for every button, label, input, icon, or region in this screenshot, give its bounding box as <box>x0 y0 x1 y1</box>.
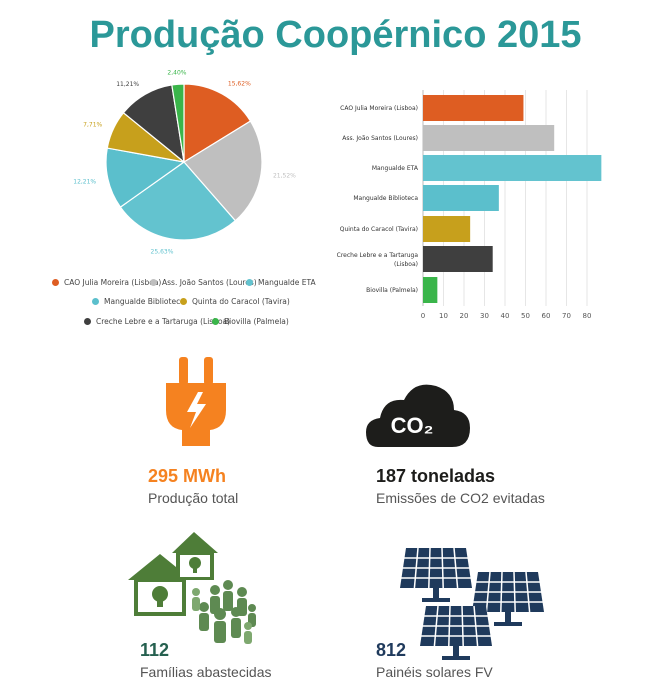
pie-slice <box>105 147 186 208</box>
bar-category-label: Quinta do Caracol (Tavira) <box>340 226 418 233</box>
pie-slice <box>183 83 252 164</box>
pie-legend-item: Creche Lebre e a Tartaruga (Lisboa) <box>84 317 230 326</box>
panel-grid-line <box>525 571 531 613</box>
legend-label: Quinta do Caracol (Tavira) <box>192 297 290 306</box>
panel-grid-line <box>513 571 516 613</box>
panel-grid-line <box>473 605 479 647</box>
panel-stand <box>453 646 459 658</box>
legend-swatch <box>212 318 219 325</box>
panel-grid-line <box>453 547 459 589</box>
legend-label: Ass. João Santos (Loures) <box>162 278 257 287</box>
stat-panels-value: 812 <box>376 640 407 660</box>
stat-co2-label: Emissões de CO2 evitadas <box>376 490 545 506</box>
panel-grid-line <box>448 605 451 647</box>
stat-co2-value: 187 toneladas <box>376 466 496 486</box>
solar-panels-icon <box>400 547 544 660</box>
pie-legend-item: Mangualde Biblioteca <box>92 297 185 306</box>
legend-label: Mangualde ETA <box>258 278 316 287</box>
bar <box>423 277 438 303</box>
pie-slice <box>171 83 185 163</box>
stat-production-value: 295 MWh <box>148 466 227 486</box>
bar-category-label: Mangualde ETA <box>372 165 419 172</box>
co2-cloud-icon: CO₂ <box>366 384 470 447</box>
bar <box>423 155 602 181</box>
legend-label: CAO Julia Moreira (Lisboa) <box>64 278 162 287</box>
pie-value-label: 12,21% <box>73 179 96 186</box>
bar-category-label-cont: (Lisboa) <box>394 261 418 268</box>
pie-value-label: 25,63% <box>151 248 174 255</box>
page-title: Produção Coopérnico 2015 <box>89 14 582 56</box>
bar-tick-label: 20 <box>460 312 469 320</box>
stat-families-value: 112 <box>140 640 170 660</box>
bar <box>423 216 471 242</box>
bar-category-label: Creche Lebre e a Tartaruga <box>337 252 419 259</box>
stat-panels-label: Painéis solares FV <box>376 664 493 680</box>
bar <box>423 125 555 151</box>
co2-icon-text: CO₂ <box>391 413 434 438</box>
panel-grid-line <box>500 571 503 613</box>
panel-grid-line <box>485 571 491 613</box>
bar-tick-label: 10 <box>439 312 448 320</box>
panel-base <box>442 656 470 660</box>
panel-grid-line <box>433 605 439 647</box>
pie-legend-item: Ass. João Santos (Loures) <box>150 278 257 287</box>
stat-production-label: Produção total <box>148 490 239 506</box>
bar <box>423 246 493 272</box>
power-plug-icon <box>166 357 226 446</box>
panel-grid-line <box>428 547 431 589</box>
legend-swatch <box>84 318 91 325</box>
bar-tick-label: 60 <box>542 312 551 320</box>
panel-base <box>494 622 522 626</box>
pie-value-label: 21,52% <box>273 172 296 179</box>
bar-tick-label: 50 <box>521 312 530 320</box>
houses-people-icon <box>128 532 256 644</box>
pie-value-label: 2,40% <box>167 69 186 76</box>
legend-swatch <box>52 279 59 286</box>
panel-grid-line <box>461 605 464 647</box>
legend-swatch <box>246 279 253 286</box>
panel-grid-line <box>441 547 444 589</box>
legend-swatch <box>150 279 157 286</box>
legend-swatch <box>92 298 99 305</box>
pie-value-label: 7,71% <box>83 121 102 128</box>
panel-stand <box>505 612 511 624</box>
pie-slice <box>119 161 237 241</box>
bar-tick-label: 0 <box>421 312 425 320</box>
pie-legend-item: Mangualde ETA <box>246 278 316 287</box>
legend-label: Mangualde Biblioteca <box>104 297 185 306</box>
pie-slice <box>183 120 263 222</box>
stat-families-label: Famílias abastecidas <box>140 664 272 680</box>
bar <box>423 95 524 121</box>
bar-category-label: Mangualde Biblioteca <box>353 195 418 202</box>
pie-value-label: 15,62% <box>228 80 251 87</box>
bar <box>423 185 499 211</box>
bar-tick-label: 40 <box>501 312 510 320</box>
bar-tick-label: 70 <box>562 312 571 320</box>
pie-legend-item: Biovilla (Palmela) <box>212 317 289 326</box>
pie-value-label: 11,21% <box>116 81 139 88</box>
pie-legend-item: CAO Julia Moreira (Lisboa) <box>52 278 161 287</box>
bar-tick-label: 80 <box>583 312 592 320</box>
panel-base <box>422 598 450 602</box>
legend-label: Biovilla (Palmela) <box>224 317 289 326</box>
legend-swatch <box>180 298 187 305</box>
bar-category-label: Ass. João Santos (Loures) <box>342 135 418 142</box>
bar-category-label: Biovilla (Palmela) <box>366 287 418 294</box>
legend-label: Creche Lebre e a Tartaruga (Lisboa) <box>96 317 231 326</box>
bar-tick-label: 30 <box>480 312 489 320</box>
panel-stand <box>433 588 439 600</box>
pie-legend-item: Quinta do Caracol (Tavira) <box>180 297 290 306</box>
bar-category-label: CAO Julia Moreira (Lisboa) <box>340 105 418 112</box>
panel-grid-line <box>413 547 419 589</box>
